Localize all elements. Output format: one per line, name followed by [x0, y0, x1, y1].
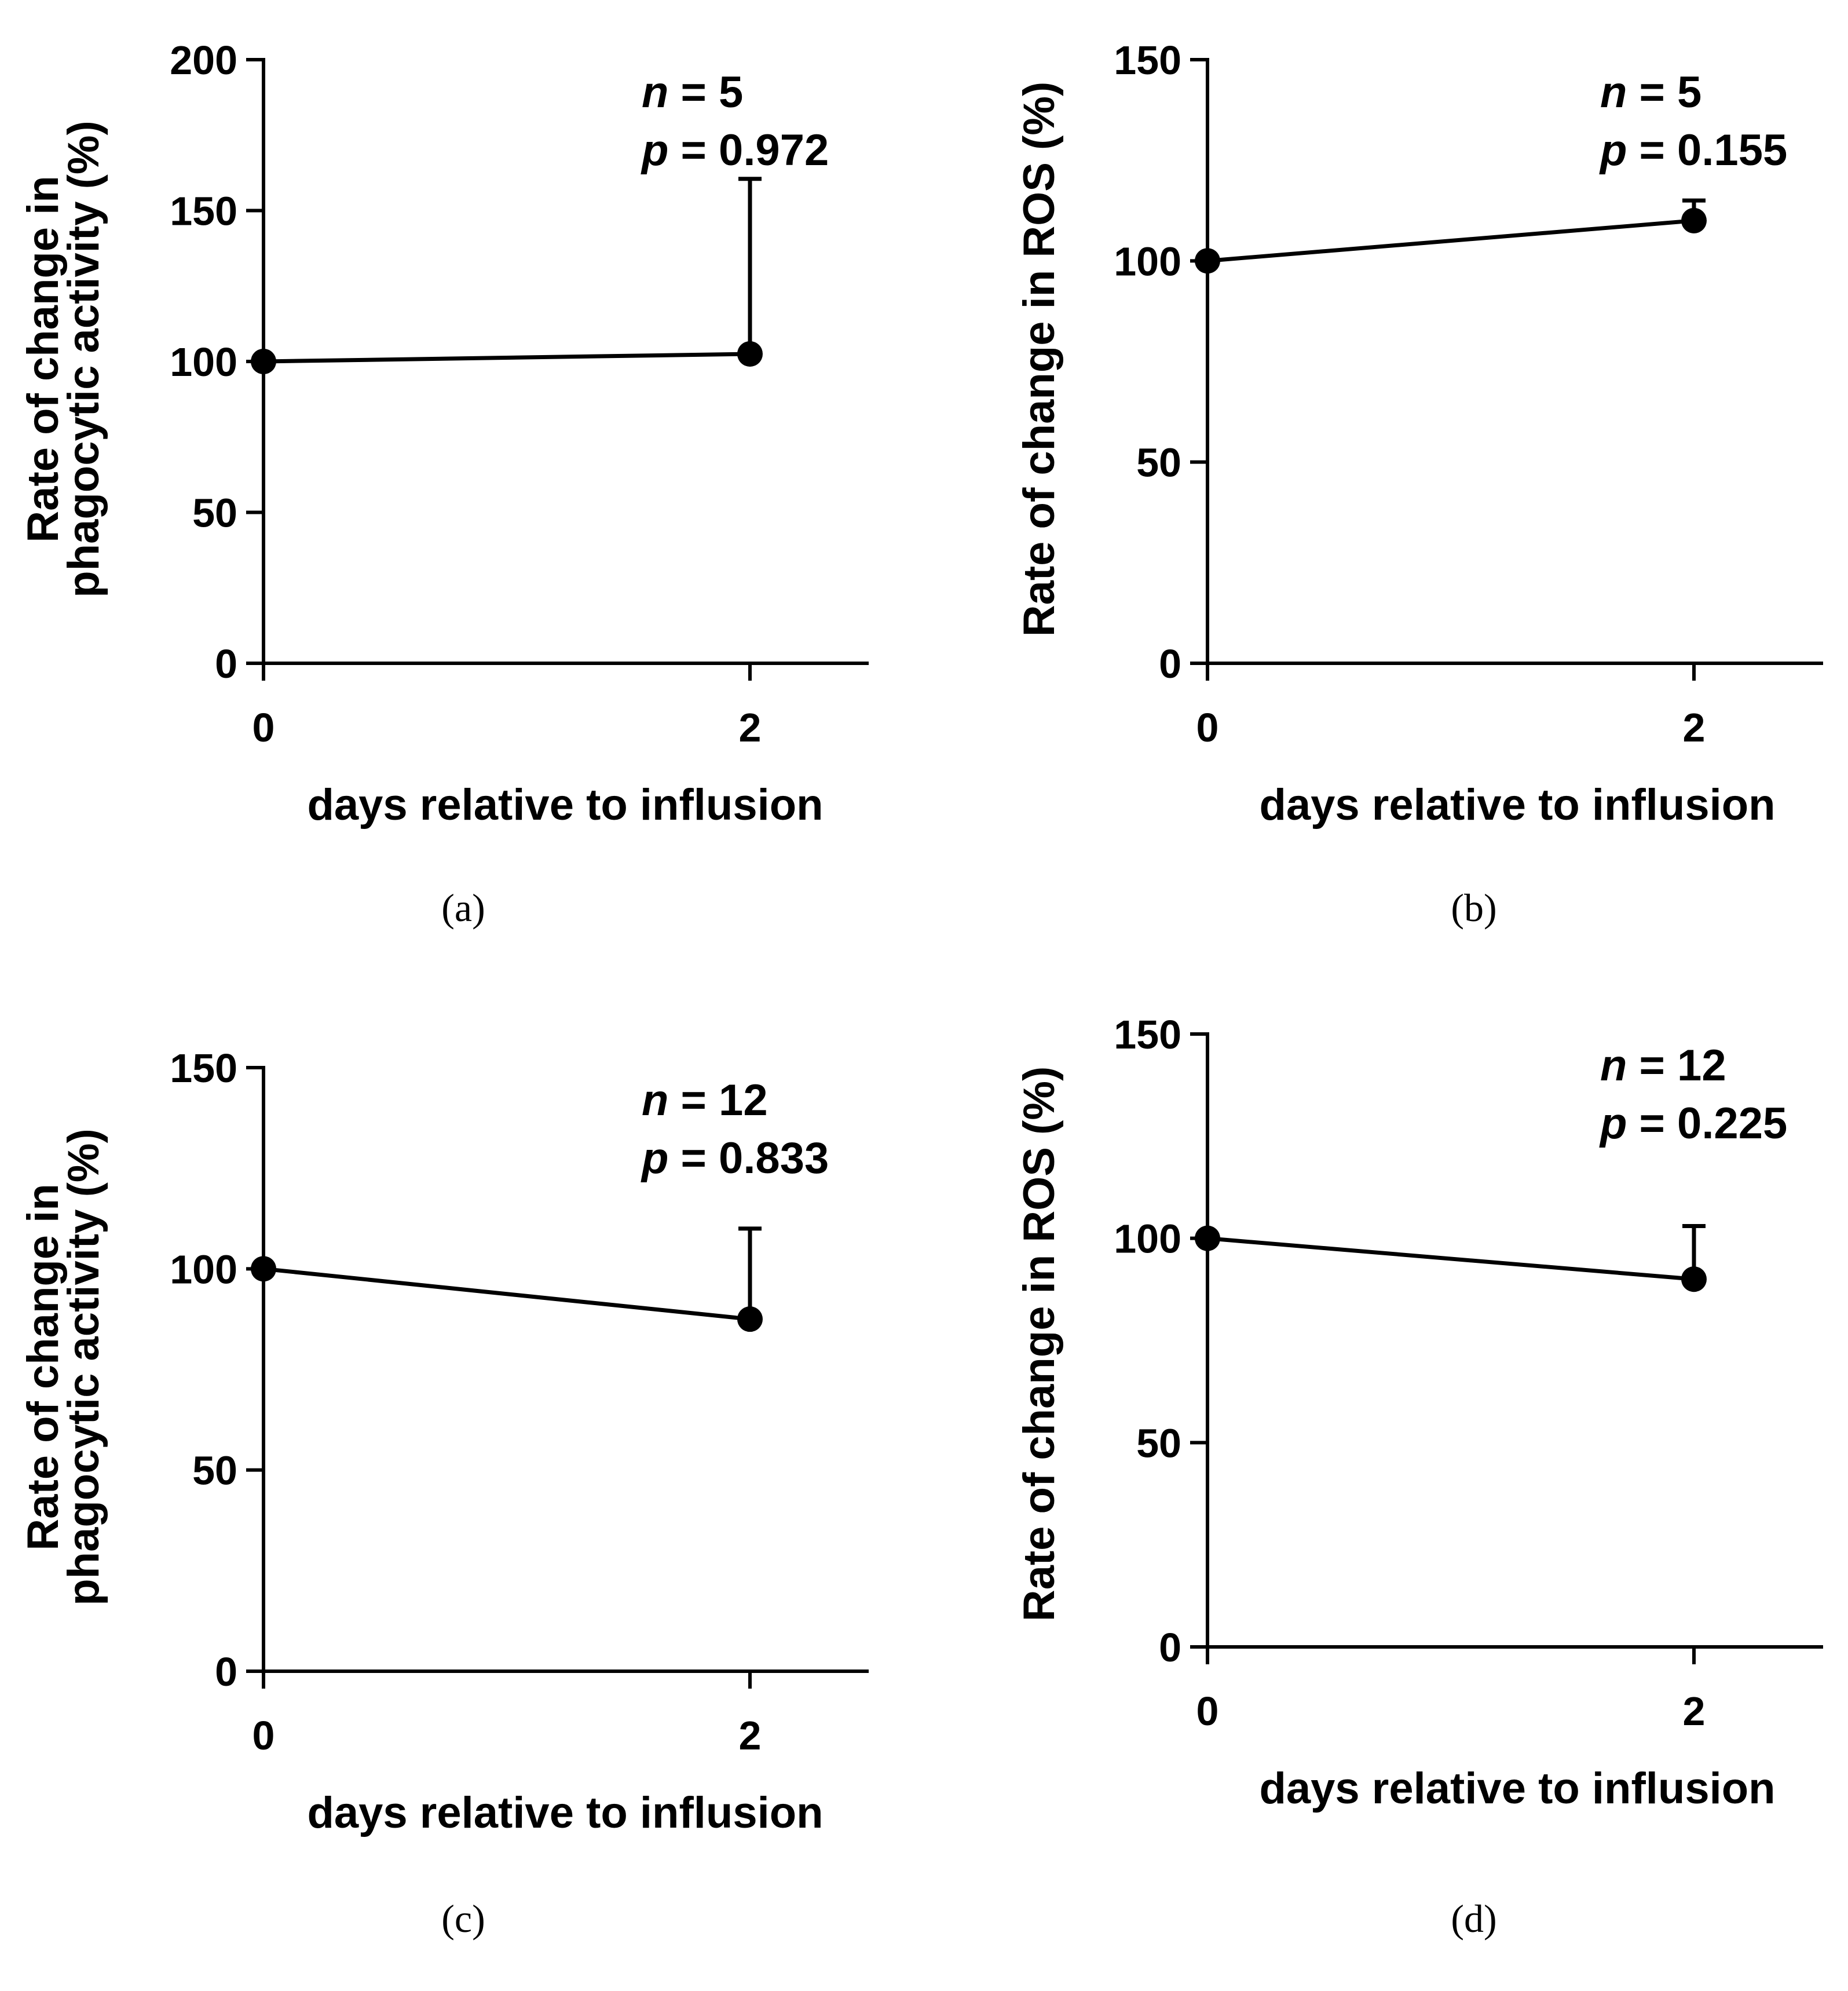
y-tick-label: 150 [170, 189, 237, 234]
p-annotation: p = 0.225 [1599, 1099, 1787, 1148]
data-point [737, 341, 763, 367]
p-symbol: p [641, 1134, 668, 1183]
y-tick-label: 0 [1159, 1625, 1181, 1670]
n-value: = 5 [1627, 68, 1701, 117]
p-value: = 0.833 [668, 1134, 829, 1183]
series-line [263, 1266, 751, 1321]
x-axis-label: days relative to influsion [1259, 1764, 1775, 1813]
x-tick-label: 2 [1683, 1689, 1706, 1734]
y-tick-label: 50 [1136, 1420, 1181, 1466]
y-tick-label: 50 [1136, 440, 1181, 485]
n-value: = 12 [668, 1076, 767, 1125]
data-point [737, 1306, 763, 1332]
p-value: = 0.972 [668, 126, 829, 175]
n-symbol: n [642, 68, 668, 117]
x-tick-label: 0 [1196, 705, 1219, 750]
y-tick-label: 100 [1114, 1216, 1181, 1262]
p-symbol: p [1599, 126, 1627, 175]
n-value: = 5 [668, 68, 743, 117]
y-axis-label: Rate of change in ROS (%) [1015, 82, 1064, 637]
n-value: = 12 [1627, 1041, 1726, 1090]
x-axis-label: days relative to influsion [307, 780, 823, 830]
y-tick-label: 50 [192, 1448, 237, 1493]
n-symbol: n [642, 1076, 668, 1125]
p-symbol: p [641, 126, 668, 175]
panel-caption: (a) [441, 886, 485, 930]
y-axis-label: phagocytic activity (%) [59, 1128, 108, 1606]
y-axis-label: Rate of change in ROS (%) [1015, 1066, 1064, 1622]
n-symbol: n [1600, 1041, 1627, 1090]
data-point [1681, 207, 1707, 233]
panel-caption: (d) [1451, 1897, 1496, 1941]
y-axis-label: Rate of change in [19, 1183, 68, 1550]
panel-caption: (b) [1451, 886, 1496, 930]
x-tick-label: 0 [253, 705, 275, 750]
y-tick-label: 200 [170, 38, 237, 83]
y-tick-label: 0 [215, 641, 237, 686]
panel-caption: (c) [441, 1897, 485, 1941]
series-line [1207, 218, 1695, 263]
y-tick-label: 100 [1114, 239, 1181, 284]
p-symbol: p [1599, 1099, 1627, 1148]
y-tick-label: 100 [170, 1247, 237, 1292]
n-annotation: n = 12 [1600, 1041, 1726, 1090]
p-annotation: p = 0.155 [1599, 126, 1787, 175]
data-point [1195, 1225, 1220, 1251]
chart-panel-1: 0 50 100 150 200 0 2 Rate of change inphagocyti… [19, 38, 869, 930]
p-annotation: p = 0.833 [641, 1134, 829, 1183]
data-point [251, 1256, 276, 1282]
x-tick-label: 2 [739, 705, 762, 750]
p-value: = 0.225 [1627, 1099, 1787, 1148]
y-axis-label: Rate of change in [19, 176, 68, 542]
n-annotation: n = 12 [642, 1076, 768, 1125]
y-tick-label: 0 [215, 1649, 237, 1694]
x-tick-label: 0 [1196, 1689, 1219, 1734]
y-axis-label: phagocytic activity (%) [59, 120, 108, 598]
x-tick-label: 2 [1683, 705, 1706, 750]
data-point [1681, 1266, 1707, 1292]
y-tick-label: 50 [192, 491, 237, 536]
y-tick-label: 0 [1159, 641, 1181, 686]
chart-panel-2: 0 50 100 150 0 2 Rate of change in ROS (%) days… [1015, 38, 1823, 930]
y-tick-label: 100 [170, 339, 237, 385]
data-point [251, 349, 276, 374]
x-axis-label: days relative to influsion [307, 1788, 823, 1837]
chart-panel-4: 0 50 100 150 0 2 Rate of change in ROS (%) days… [1015, 1012, 1823, 1941]
x-tick-label: 0 [253, 1713, 275, 1758]
p-value: = 0.155 [1627, 126, 1787, 175]
y-tick-label: 150 [1114, 1012, 1181, 1057]
x-axis-label: days relative to influsion [1259, 780, 1775, 830]
series-line [263, 352, 751, 364]
series-line [1207, 1236, 1695, 1281]
x-tick-label: 2 [739, 1713, 762, 1758]
y-tick-label: 150 [1114, 38, 1181, 83]
n-annotation: n = 5 [1600, 68, 1701, 117]
n-annotation: n = 5 [642, 68, 743, 117]
p-annotation: p = 0.972 [641, 126, 829, 175]
n-symbol: n [1600, 68, 1627, 117]
y-tick-label: 150 [170, 1046, 237, 1091]
data-point [1195, 248, 1220, 274]
